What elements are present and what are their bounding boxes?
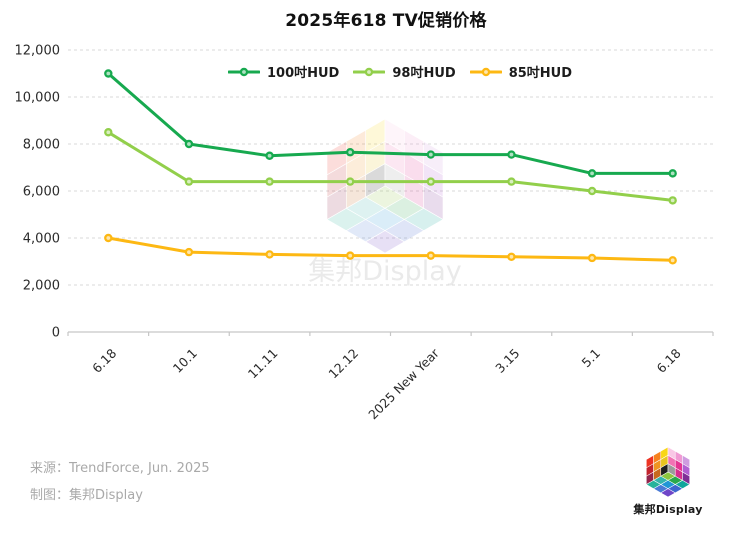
data-point-marker-center: [106, 236, 111, 240]
legend-label: 100吋HUD: [266, 66, 340, 81]
legend-item: 98吋HUD: [353, 62, 456, 81]
x-axis-tick-label: 10.1: [170, 346, 200, 376]
x-axis-tick-label: 6.18: [654, 345, 684, 375]
data-point-marker-center: [509, 152, 514, 157]
series-line: [106, 72, 675, 175]
data-point-marker-center: [428, 253, 433, 258]
y-axis-tick-label: 0: [52, 326, 60, 341]
legend-label: 98吋HUD: [392, 66, 456, 81]
data-point-marker-center: [187, 250, 191, 255]
x-axis-tick-label: 12.12: [325, 346, 361, 382]
legend-line-marker-icon: [353, 67, 386, 76]
data-point-marker-center: [590, 256, 594, 260]
data-point-marker-center: [428, 152, 433, 157]
data-point-marker-center: [509, 254, 514, 259]
legend-line-marker-icon: [469, 67, 502, 76]
x-axis-tick-label: 2025 New Year: [365, 345, 442, 422]
cube-logo-icon: [645, 446, 691, 498]
y-axis-tick-label: 2,000: [23, 279, 60, 294]
data-point-marker-center: [106, 71, 111, 76]
data-point-marker-center: [187, 179, 191, 184]
page-title: 2025年618 TV促销价格: [285, 11, 487, 31]
data-point-marker-center: [670, 258, 675, 263]
data-point-marker-center: [348, 179, 353, 184]
watermark-cube-icon: [326, 118, 444, 254]
y-axis-tick-label: 6,000: [23, 185, 60, 200]
line-chart: 0 2,000 4,000 6,000 8,000 10,000 12,000 集邦Displ…: [15, 44, 714, 422]
legend-item: 100吋HUD: [227, 62, 340, 81]
logo-caption: 集邦Display: [633, 503, 703, 516]
data-point-marker-center: [267, 252, 272, 257]
data-point-marker-center: [348, 253, 353, 258]
data-point-marker-center: [670, 198, 675, 203]
data-point-marker-center: [267, 153, 272, 158]
footer-credit: 制图：集邦Display: [30, 488, 143, 503]
legend-item: 85吋HUD: [469, 62, 573, 81]
x-axis-tick-label: 3.15: [492, 346, 522, 376]
data-point-marker-center: [187, 142, 191, 146]
data-point-marker-center: [509, 179, 514, 184]
x-axis-tick-label: 11.11: [245, 346, 281, 382]
legend-label: 85吋HUD: [508, 66, 573, 81]
brand-logo: 集邦Display: [628, 446, 708, 517]
data-point-marker-center: [348, 150, 353, 155]
y-axis-tick-label: 10,000: [15, 91, 61, 106]
data-point-marker-center: [428, 179, 433, 184]
chart-legend: 100吋HUD 98吋HUD 85吋HUD: [227, 62, 573, 81]
legend-line-marker-icon: [227, 67, 260, 76]
data-point-marker-center: [106, 130, 111, 135]
series-line: [106, 130, 675, 202]
y-axis-tick-label: 4,000: [23, 232, 60, 247]
x-axis-tick-label: 5.1: [579, 346, 604, 371]
y-axis-tick-label: 12,000: [15, 44, 61, 59]
series-line: [106, 236, 675, 262]
data-point-marker-center: [267, 179, 272, 184]
data-point-marker-center: [590, 189, 594, 193]
x-axis-tick-label: 6.18: [89, 345, 119, 375]
y-axis-tick-label: 8,000: [23, 138, 60, 153]
data-point-marker-center: [590, 171, 594, 176]
footer-source: 来源：TrendForce, Jun. 2025: [30, 461, 210, 476]
watermark-text: 集邦Display: [308, 256, 462, 287]
data-point-marker-center: [670, 171, 675, 176]
